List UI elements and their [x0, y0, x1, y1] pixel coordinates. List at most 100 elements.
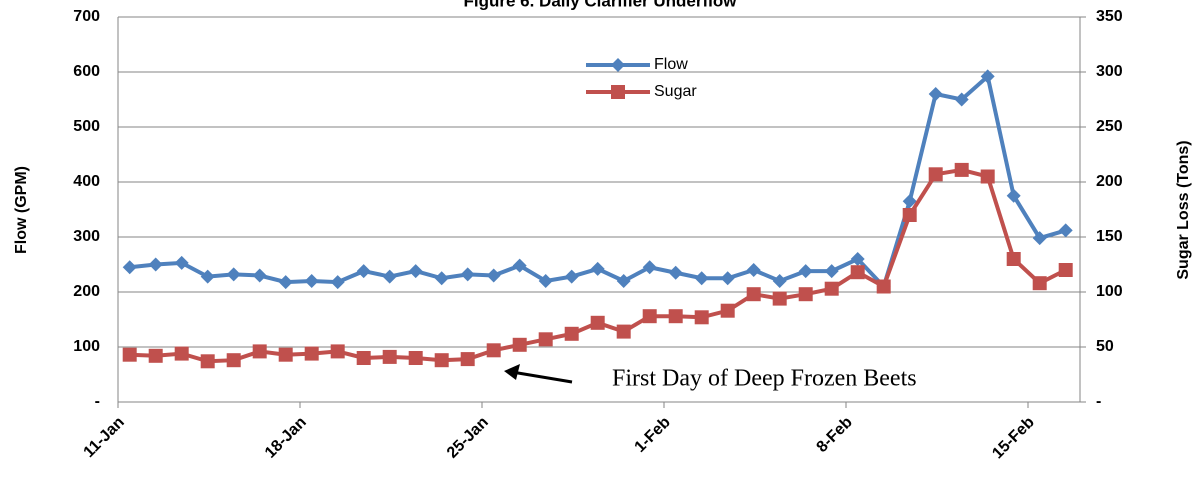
- x-tick-label: 1-Feb: [632, 414, 674, 456]
- x-tick-label: 25-Jan: [444, 414, 492, 462]
- annotation-arrow: [504, 364, 573, 384]
- flow-marker: [1006, 188, 1021, 203]
- sugar-marker: [356, 351, 371, 365]
- flow-marker: [720, 271, 735, 286]
- flow-marker: [928, 87, 943, 101]
- flow-marker: [902, 194, 917, 209]
- flow-marker: [330, 275, 345, 290]
- y2-tick-label: 150: [1096, 228, 1123, 245]
- x-tick-label: 15-Feb: [989, 414, 1038, 463]
- flow-marker: [486, 268, 501, 283]
- sugar-marker: [122, 347, 137, 362]
- chart-title: Figure 6. Daily Clarifier Underflow: [463, 0, 737, 10]
- sugar-marker: [486, 343, 501, 358]
- flow-marker: [356, 264, 371, 279]
- flow-marker: [226, 267, 241, 282]
- flow-marker: [611, 58, 625, 72]
- sugar-marker: [876, 279, 891, 294]
- flow-marker: [200, 269, 215, 284]
- flow-marker: [304, 274, 319, 288]
- sugar-marker: [382, 349, 397, 364]
- flow-marker: [382, 269, 397, 284]
- sugar-marker: [512, 337, 527, 352]
- sugar-marker: [746, 287, 761, 302]
- flow-marker: [772, 274, 787, 288]
- sugar-marker: [590, 315, 605, 330]
- flow-marker: [252, 268, 267, 283]
- flow-marker: [746, 263, 761, 277]
- y-tick-label: 400: [73, 173, 100, 190]
- flow-marker: [694, 271, 709, 286]
- flow-marker: [1032, 231, 1047, 246]
- y-axis-label: Flow (GPM): [13, 166, 30, 254]
- sugar-marker: [304, 346, 319, 361]
- y2-tick-label: 300: [1096, 63, 1123, 80]
- flow-marker: [1058, 223, 1073, 238]
- flow-marker: [148, 257, 163, 272]
- sugar-marker: [1032, 276, 1047, 291]
- flow-marker: [824, 264, 839, 279]
- flow-marker: [642, 260, 657, 275]
- sugar-marker: [642, 309, 657, 324]
- series-line: [129, 72, 1067, 291]
- flow-marker: [980, 69, 995, 84]
- y2-tick-label: 200: [1096, 173, 1123, 190]
- sugar-marker: [720, 303, 735, 318]
- sugar-marker: [1006, 252, 1021, 266]
- y-tick-label: 600: [73, 63, 100, 80]
- sugar-marker: [226, 353, 241, 368]
- sugar-marker: [408, 351, 423, 365]
- flow-marker: [434, 271, 449, 286]
- flow-marker: [278, 275, 293, 290]
- flow-marker: [538, 274, 553, 288]
- sugar-marker: [694, 310, 709, 325]
- flow-marker: [512, 258, 527, 273]
- y2-tick-label: 50: [1096, 338, 1114, 355]
- flow-marker: [850, 252, 865, 266]
- sugar-marker: [824, 281, 839, 296]
- sugar-marker: [954, 162, 969, 177]
- sugar-marker: [980, 169, 995, 184]
- flow-marker: [616, 274, 631, 288]
- flow-marker: [174, 255, 189, 270]
- flow-marker: [564, 269, 579, 284]
- sugar-marker: [564, 326, 579, 341]
- sugar-marker: [772, 291, 787, 306]
- sugar-marker: [330, 344, 345, 359]
- y-tick-label: 500: [73, 118, 100, 135]
- y2-tick-label: 350: [1096, 8, 1123, 25]
- flow-marker: [954, 92, 969, 107]
- sugar-marker: [148, 348, 163, 363]
- legend-label: Flow: [654, 56, 688, 73]
- sugar-marker: [1058, 263, 1073, 277]
- y2-tick-label: 250: [1096, 118, 1123, 135]
- y-tick-label: -: [95, 393, 100, 410]
- y2-axis-label: Sugar Loss (Tons): [1175, 140, 1192, 279]
- flow-marker: [122, 260, 137, 275]
- annotation: First Day of Deep Frozen Beets: [612, 366, 917, 392]
- y2-tick-label: 100: [1096, 283, 1123, 300]
- sugar-marker: [252, 344, 267, 359]
- sugar-marker: [616, 324, 631, 339]
- y2-tick-label: -: [1096, 393, 1101, 410]
- sugar-marker: [538, 332, 553, 347]
- x-tick-label: 11-Jan: [81, 414, 128, 461]
- legend-label: Sugar: [654, 83, 697, 100]
- sugar-marker: [850, 265, 865, 280]
- y-tick-label: 200: [73, 283, 100, 300]
- y-tick-label: 100: [73, 338, 100, 355]
- flow-marker: [798, 264, 813, 279]
- sugar-marker: [928, 167, 943, 182]
- flow-marker: [408, 264, 423, 279]
- sugar-marker: [434, 353, 449, 368]
- flow-marker: [460, 267, 475, 282]
- x-tick-label: 18-Jan: [262, 414, 310, 462]
- sugar-marker: [902, 208, 917, 222]
- y-tick-label: 300: [73, 228, 100, 245]
- sugar-marker: [174, 346, 189, 361]
- sugar-marker: [798, 287, 813, 302]
- sugar-marker: [278, 347, 293, 362]
- sugar-marker: [668, 309, 683, 324]
- sugar-marker: [460, 352, 475, 367]
